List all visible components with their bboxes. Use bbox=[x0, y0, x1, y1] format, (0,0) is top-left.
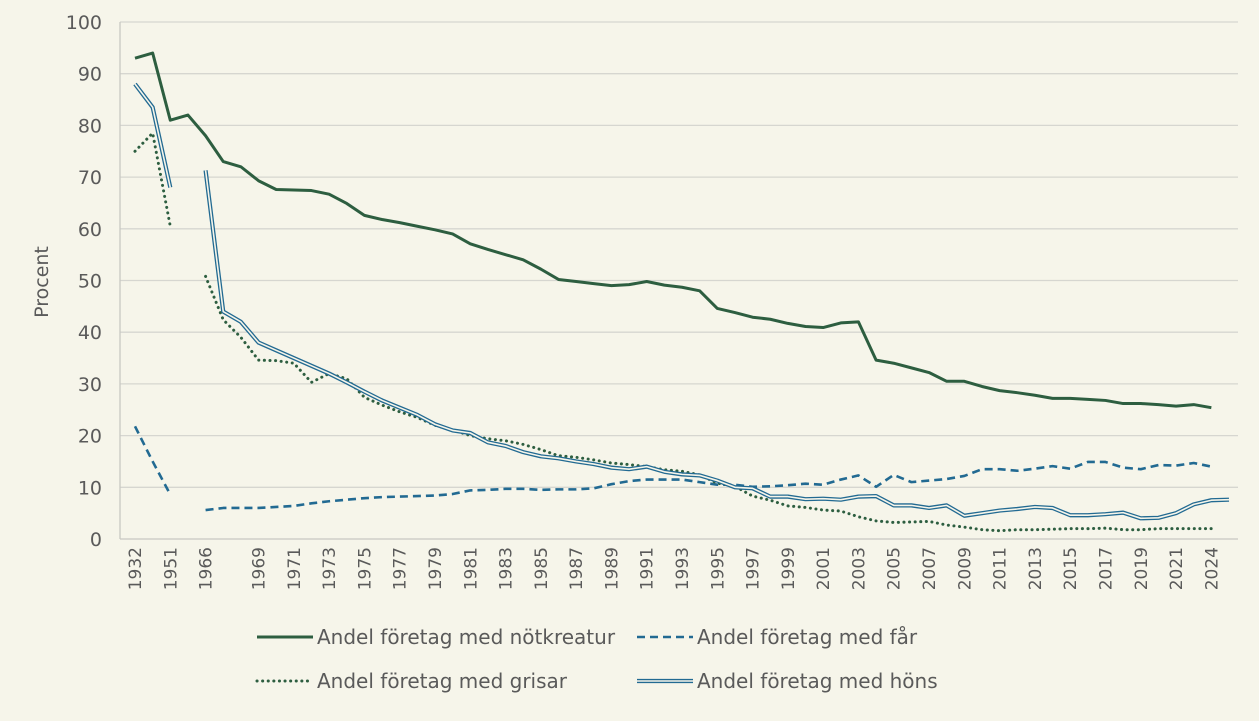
x-tick-label: 2007 bbox=[920, 547, 940, 590]
y-tick-label: 50 bbox=[78, 271, 102, 293]
series-line bbox=[133, 425, 172, 496]
x-tick-label: 1991 bbox=[638, 547, 658, 590]
x-tick-labels: 1932 1951 1966 1969 1971 1973 1975 1977 1979 1981… bbox=[126, 547, 1222, 590]
x-tick-label: 1971 bbox=[285, 547, 305, 590]
x-tick-label: 1969 bbox=[250, 547, 270, 590]
x-tick-label: 2017 bbox=[1096, 547, 1116, 590]
legend-label: Andel företag med höns bbox=[697, 669, 938, 693]
x-tick-label: 2011 bbox=[991, 547, 1011, 590]
series-line bbox=[133, 131, 172, 228]
y-tick-label: 100 bbox=[66, 12, 102, 34]
series-line bbox=[205, 460, 1212, 512]
x-tick-label: 1999 bbox=[779, 547, 799, 590]
axes bbox=[119, 22, 1238, 540]
x-tick-label: 2019 bbox=[1132, 547, 1152, 590]
x-tick-label: 2024 bbox=[1202, 547, 1222, 590]
x-tick-label: 1995 bbox=[708, 547, 728, 590]
series-line-inner bbox=[204, 170, 1230, 520]
x-tick-label: 1997 bbox=[744, 547, 764, 590]
y-tick-label: 10 bbox=[78, 477, 102, 499]
series-lines bbox=[133, 51, 1230, 533]
x-tick-label: 1981 bbox=[461, 547, 481, 590]
legend-item: Andel företag med höns bbox=[637, 669, 938, 693]
x-tick-label: 2015 bbox=[1061, 547, 1081, 590]
legend-item: Andel företag med nötkreatur bbox=[257, 625, 616, 649]
legend: Andel företag med nötkreatur Andel företa… bbox=[255, 625, 938, 693]
x-tick-label: 1987 bbox=[567, 547, 587, 590]
legend-label: Andel företag med grisar bbox=[317, 669, 568, 693]
series-1 bbox=[134, 51, 1212, 410]
legend-label: Andel företag med nötkreatur bbox=[317, 625, 616, 649]
x-tick-label: 2005 bbox=[885, 547, 905, 590]
x-tick-label: 1993 bbox=[673, 547, 693, 590]
x-tick-label: 1951 bbox=[161, 547, 181, 590]
series-line bbox=[134, 51, 1212, 410]
x-tick-label: 1975 bbox=[355, 547, 375, 590]
x-tick-label: 1966 bbox=[197, 547, 217, 590]
x-tick-label: 2013 bbox=[1026, 547, 1046, 590]
y-tick-label: 0 bbox=[90, 529, 102, 551]
y-tick-labels: 0 10 20 30 40 50 60 70 80 90 100 bbox=[66, 12, 102, 551]
y-tick-label: 80 bbox=[78, 115, 102, 137]
y-tick-label: 30 bbox=[78, 374, 102, 396]
x-tick-label: 1973 bbox=[320, 547, 340, 590]
series-2 bbox=[133, 425, 1212, 512]
x-tick-label: 1932 bbox=[126, 547, 146, 590]
y-tick-label: 90 bbox=[78, 64, 102, 86]
x-tick-label: 2009 bbox=[955, 547, 975, 590]
y-tick-label: 40 bbox=[78, 322, 102, 344]
x-tick-label: 2003 bbox=[849, 547, 869, 590]
legend-label: Andel företag med får bbox=[697, 625, 918, 649]
y-axis-label: Procent bbox=[31, 246, 53, 318]
x-tick-label: 1985 bbox=[532, 547, 552, 590]
x-tick-label: 1983 bbox=[497, 547, 517, 590]
y-tick-label: 60 bbox=[78, 219, 102, 241]
legend-item: Andel företag med grisar bbox=[255, 669, 568, 693]
x-tick-label: 2001 bbox=[814, 547, 834, 590]
legend-item: Andel företag med får bbox=[637, 625, 918, 649]
x-tick-label: 1989 bbox=[602, 547, 622, 590]
gridlines bbox=[120, 21, 1238, 488]
series-4 bbox=[133, 82, 1230, 521]
y-tick-label: 70 bbox=[78, 167, 102, 189]
x-tick-label: 1979 bbox=[426, 547, 446, 590]
x-tick-label: 2021 bbox=[1167, 547, 1187, 590]
x-tick-label: 1977 bbox=[391, 547, 411, 590]
series-line-inner bbox=[134, 83, 172, 188]
y-tick-label: 20 bbox=[78, 426, 102, 448]
series-line bbox=[204, 274, 1213, 533]
